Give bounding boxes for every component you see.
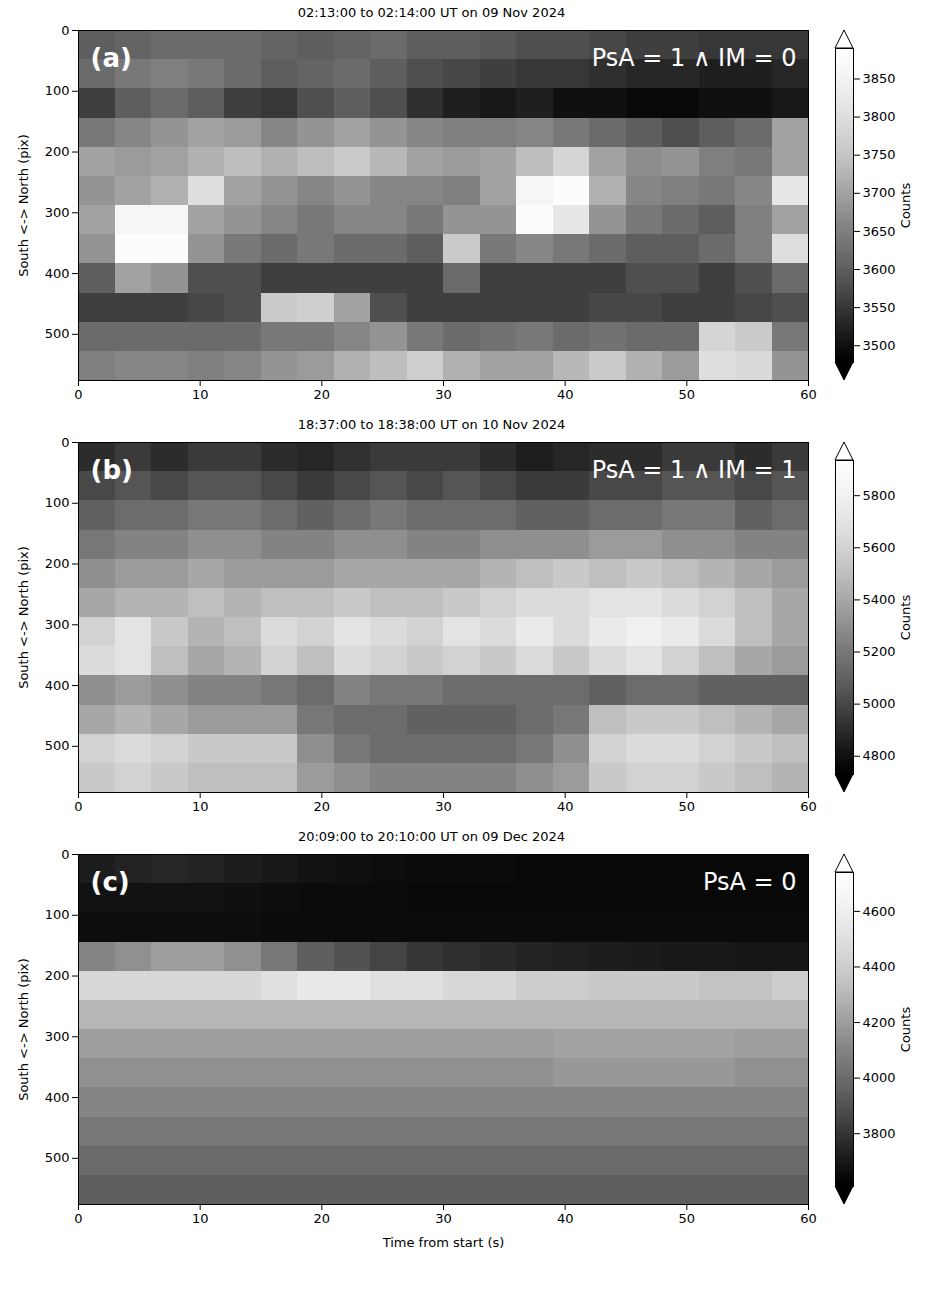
- svg-text:500: 500: [45, 326, 70, 341]
- svg-text:100: 100: [45, 83, 70, 98]
- svg-text:0: 0: [61, 847, 69, 862]
- svg-text:200: 200: [45, 144, 70, 159]
- svg-text:0: 0: [74, 387, 82, 402]
- svg-text:20: 20: [314, 1211, 331, 1226]
- svg-text:PsA = 0: PsA = 0: [703, 868, 797, 896]
- svg-text:3700: 3700: [863, 185, 896, 200]
- svg-text:40: 40: [557, 799, 574, 814]
- svg-text:50: 50: [679, 387, 696, 402]
- svg-text:500: 500: [45, 1150, 70, 1165]
- svg-text:30: 30: [435, 799, 452, 814]
- svg-text:Counts: Counts: [898, 1007, 913, 1053]
- svg-text:100: 100: [45, 495, 70, 510]
- svg-text:PsA = 1 ∧ IM = 1: PsA = 1 ∧ IM = 1: [592, 456, 797, 484]
- svg-text:5000: 5000: [863, 696, 896, 711]
- svg-text:5200: 5200: [863, 644, 896, 659]
- svg-text:400: 400: [45, 266, 70, 281]
- svg-text:4800: 4800: [863, 748, 896, 763]
- svg-text:3550: 3550: [863, 300, 896, 315]
- svg-text:50: 50: [679, 799, 696, 814]
- svg-text:3500: 3500: [863, 338, 896, 353]
- svg-text:30: 30: [435, 1211, 452, 1226]
- svg-text:0: 0: [61, 23, 69, 38]
- svg-text:5400: 5400: [863, 592, 896, 607]
- svg-text:(c): (c): [91, 867, 130, 897]
- svg-text:200: 200: [45, 968, 70, 983]
- svg-text:5600: 5600: [863, 540, 896, 555]
- svg-text:3750: 3750: [863, 147, 896, 162]
- svg-text:20: 20: [314, 387, 331, 402]
- svg-text:60: 60: [800, 1211, 817, 1226]
- svg-text:3800: 3800: [863, 1126, 896, 1141]
- svg-text:3650: 3650: [863, 224, 896, 239]
- svg-text:60: 60: [800, 799, 817, 814]
- svg-text:10: 10: [192, 1211, 209, 1226]
- svg-text:0: 0: [61, 435, 69, 450]
- svg-text:300: 300: [45, 617, 70, 632]
- svg-text:Counts: Counts: [898, 183, 913, 229]
- svg-text:(b): (b): [91, 455, 133, 485]
- svg-text:30: 30: [435, 387, 452, 402]
- html-text:18:37:00 to 18:38:00 UT on 10: 18:37:00 to 18:38:00 UT on 10 Nov 2024: [297, 417, 566, 432]
- svg-text:100: 100: [45, 907, 70, 922]
- html-text:02:13:00 to 02:14:00 UT on 09: 02:13:00 to 02:14:00 UT on 09 Nov 2024: [297, 5, 566, 20]
- svg-text:Time from start (s): Time from start (s): [382, 1235, 505, 1250]
- svg-text:300: 300: [45, 205, 70, 220]
- svg-text:40: 40: [557, 387, 574, 402]
- svg-text:300: 300: [45, 1029, 70, 1044]
- svg-text:20: 20: [314, 799, 331, 814]
- svg-text:5800: 5800: [863, 488, 896, 503]
- svg-text:4600: 4600: [863, 904, 896, 919]
- svg-text:4400: 4400: [863, 959, 896, 974]
- svg-text:200: 200: [45, 556, 70, 571]
- svg-text:0: 0: [74, 1211, 82, 1226]
- svg-text:500: 500: [45, 738, 70, 753]
- svg-text:0: 0: [74, 799, 82, 814]
- svg-text:10: 10: [192, 799, 209, 814]
- svg-text:South <-> North (pix): South <-> North (pix): [16, 546, 31, 689]
- svg-text:South <-> North (pix): South <-> North (pix): [16, 134, 31, 277]
- svg-text:60: 60: [800, 387, 817, 402]
- svg-text:3600: 3600: [863, 262, 896, 277]
- svg-text:50: 50: [679, 1211, 696, 1226]
- svg-text:4200: 4200: [863, 1015, 896, 1030]
- svg-text:3850: 3850: [863, 71, 896, 86]
- svg-text:South <-> North (pix): South <-> North (pix): [16, 958, 31, 1101]
- svg-text:(a): (a): [91, 43, 132, 73]
- svg-text:Counts: Counts: [898, 595, 913, 641]
- svg-text:4000: 4000: [863, 1070, 896, 1085]
- svg-text:400: 400: [45, 1090, 70, 1105]
- svg-text:40: 40: [557, 1211, 574, 1226]
- svg-text:PsA = 1 ∧ IM = 0: PsA = 1 ∧ IM = 0: [592, 44, 797, 72]
- svg-text:10: 10: [192, 387, 209, 402]
- svg-text:3800: 3800: [863, 109, 896, 124]
- svg-text:400: 400: [45, 678, 70, 693]
- html-text:20:09:00 to 20:10:00 UT on 09: 20:09:00 to 20:10:00 UT on 09 Dec 2024: [297, 829, 566, 844]
